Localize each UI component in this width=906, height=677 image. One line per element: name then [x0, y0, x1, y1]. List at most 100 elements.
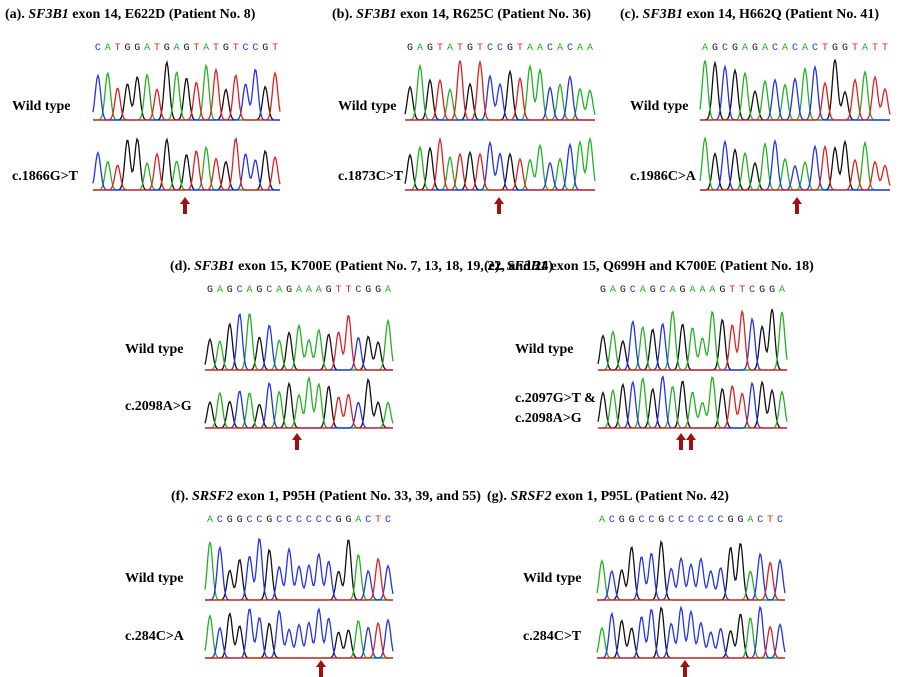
base-letter: T	[345, 285, 351, 296]
base-letter: A	[276, 285, 282, 296]
panel-label: (a).	[5, 7, 28, 22]
panel-detail: exon 14, H662Q (Patient No. 41)	[683, 7, 879, 22]
arrow-head	[686, 433, 696, 440]
base-letter: A	[699, 285, 705, 296]
panel-detail: exon 14, R625C (Patient No. 36)	[397, 7, 592, 22]
gene-name: SF3B1	[643, 7, 683, 22]
base-letter: G	[719, 285, 725, 296]
base-letter: A	[105, 43, 111, 54]
base-letter: C	[252, 43, 258, 54]
base-letter: T	[457, 43, 463, 54]
base-letter: C	[497, 43, 503, 54]
wild-trace	[93, 70, 280, 120]
base-letter: T	[115, 43, 121, 54]
base-letter: C	[812, 43, 818, 54]
wild-trace	[598, 319, 787, 370]
base-letter: T	[882, 43, 888, 54]
base-letter: G	[164, 43, 170, 54]
base-letter: G	[365, 285, 371, 296]
panel-detail: exon 1, P95H (Patient No. 33, 39, and 55…	[233, 489, 481, 504]
panel-label: (b).	[332, 7, 356, 22]
gene-name: SF3B1	[507, 259, 547, 274]
gene-name: SRSF2	[192, 489, 233, 504]
base-letter: C	[708, 515, 714, 526]
wild-trace	[205, 314, 393, 370]
base-letter: A	[862, 43, 868, 54]
base-letter: C	[237, 285, 243, 296]
base-letter: C	[772, 43, 778, 54]
base-letter: T	[822, 43, 828, 54]
wild-trace	[205, 324, 393, 370]
base-letter: T	[852, 43, 858, 54]
base-letter: C	[95, 43, 101, 54]
base-letter: A	[385, 285, 391, 296]
base-letter: C	[276, 515, 282, 526]
base-letter: C	[777, 515, 783, 526]
base-letter: G	[407, 43, 413, 54]
base-letter: A	[296, 285, 302, 296]
wild-type-label: Wild type	[515, 342, 573, 357]
base-letter: C	[266, 285, 272, 296]
panel-detail: exon 14, E622D (Patient No. 8)	[69, 7, 256, 22]
arrow-head	[676, 433, 686, 440]
gene-name: SF3B1	[194, 259, 234, 274]
base-letter: C	[217, 515, 223, 526]
base-letter: A	[217, 285, 223, 296]
base-letter: G	[658, 515, 664, 526]
mutation-label: c.2097G>T &	[515, 391, 596, 406]
base-letter: T	[437, 43, 443, 54]
base-letter: C	[648, 515, 654, 526]
base-letter: G	[326, 285, 332, 296]
base-letter: T	[233, 43, 239, 54]
arrow-head	[180, 197, 190, 204]
wild-type-label: Wild type	[630, 99, 688, 114]
base-letter: A	[747, 515, 753, 526]
wild-type-label: Wild type	[523, 571, 581, 586]
panel-label: (c).	[620, 7, 643, 22]
base-letter: C	[698, 515, 704, 526]
wild-type-label: Wild type	[12, 99, 70, 114]
wild-trace	[597, 554, 785, 600]
panel-title: (g). SRSF2 exon 1, P95L (Patient No. 42)	[487, 489, 729, 504]
base-letter: G	[832, 43, 838, 54]
mutant-trace	[93, 148, 280, 191]
base-letter: A	[762, 43, 768, 54]
wild-trace	[205, 314, 393, 370]
base-letter: G	[650, 285, 656, 296]
base-letter: G	[345, 515, 351, 526]
wild-trace	[597, 542, 785, 600]
base-letter: C	[660, 285, 666, 296]
base-letter: G	[256, 285, 262, 296]
base-letter: A	[207, 515, 213, 526]
base-letter: A	[447, 43, 453, 54]
panel-detail: exon 1, P95L (Patient No. 42)	[552, 489, 730, 504]
base-letter: C	[547, 43, 553, 54]
arrow-head	[316, 660, 326, 667]
base-letter: T	[272, 43, 278, 54]
wild-trace	[405, 61, 595, 121]
base-letter: A	[587, 43, 593, 54]
base-letter: A	[316, 285, 322, 296]
base-letter: C	[567, 43, 573, 54]
arrow-head	[792, 197, 802, 204]
base-letter: G	[842, 43, 848, 54]
base-letter: A	[709, 285, 715, 296]
base-letter: G	[629, 515, 635, 526]
gene-name: SF3B1	[28, 7, 68, 22]
base-letter: G	[262, 43, 268, 54]
mutant-trace	[598, 382, 787, 429]
base-letter: C	[306, 515, 312, 526]
wild-trace	[598, 312, 787, 370]
base-letter: A	[527, 43, 533, 54]
base-letter: C	[385, 515, 391, 526]
base-letter: G	[227, 285, 233, 296]
base-letter: C	[316, 515, 322, 526]
mutant-trace	[205, 380, 393, 428]
base-letter: T	[477, 43, 483, 54]
gene-name: SF3B1	[356, 7, 396, 22]
base-letter: G	[507, 43, 513, 54]
base-letter: T	[375, 515, 381, 526]
wild-trace	[205, 542, 393, 600]
panel-title: (c). SF3B1 exon 14, H662Q (Patient No. 4…	[620, 7, 879, 22]
base-letter: A	[802, 43, 808, 54]
